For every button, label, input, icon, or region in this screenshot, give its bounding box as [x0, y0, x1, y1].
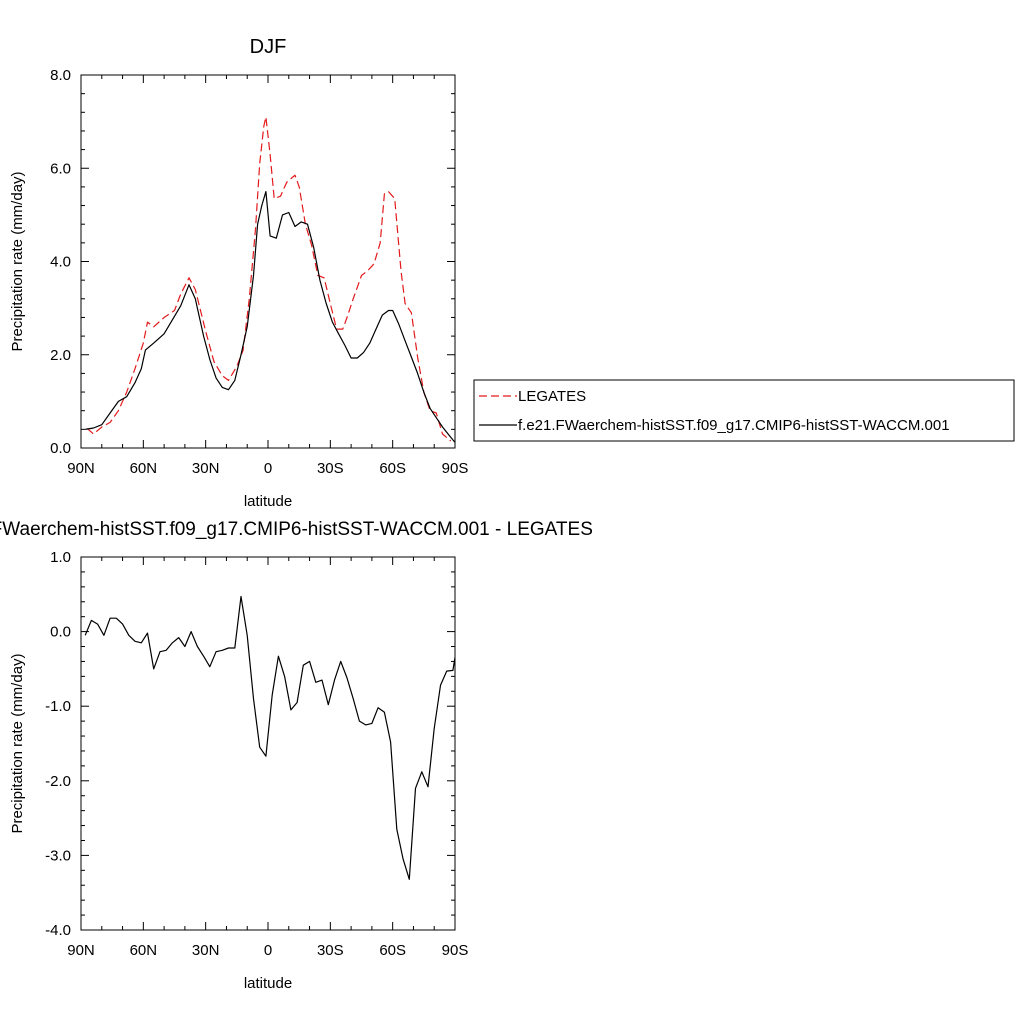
legend-box	[473, 379, 1015, 442]
y-axis-label: Precipitation rate (mm/day)	[9, 653, 26, 833]
y-tick-label: -2.0	[45, 773, 71, 790]
y-tick-label: 0.0	[50, 624, 71, 641]
x-tick-label: 90S	[442, 460, 469, 477]
y-tick-label: 0.0	[50, 440, 71, 457]
x-tick-label: 60N	[130, 460, 158, 477]
series-line-difference	[84, 595, 455, 880]
x-tick-label: 30S	[317, 942, 344, 959]
x-tick-label: 60N	[130, 942, 158, 959]
y-tick-label: -1.0	[45, 698, 71, 715]
y-tick-label: 6.0	[50, 160, 71, 177]
y-tick-label: 4.0	[50, 254, 71, 271]
y-axis-label: Precipitation rate (mm/day)	[9, 171, 26, 351]
difference-panel: f.e21.FWaerchem-histSST.f09_g17.CMIP6-hi…	[0, 519, 593, 992]
series-line-f-e21-fwaerchem-histsst-f09-g17-cmip6-histsst-waccm-001	[85, 191, 455, 443]
chart-title: DJF	[250, 36, 287, 58]
legend: LEGATES f.e21.FWaerchem-histSST.f09_g17.C…	[473, 379, 1015, 442]
legend-label: f.e21.FWaerchem-histSST.f09_g17.CMIP6-hi…	[518, 417, 950, 434]
x-tick-label: 90S	[442, 942, 469, 959]
x-tick-label: 90N	[67, 460, 95, 477]
y-tick-label: 8.0	[50, 67, 71, 84]
x-axis-label: latitude	[244, 493, 292, 510]
x-axis-label: latitude	[244, 975, 292, 992]
y-tick-label: -4.0	[45, 922, 71, 939]
y-tick-label: -3.0	[45, 847, 71, 864]
x-tick-label: 30N	[192, 460, 220, 477]
legend-label: LEGATES	[518, 388, 586, 405]
x-tick-label: 90N	[67, 942, 95, 959]
x-tick-label: 60S	[379, 942, 406, 959]
x-tick-label: 30N	[192, 942, 220, 959]
x-tick-label: 0	[264, 460, 272, 477]
y-tick-label: 2.0	[50, 347, 71, 364]
chart-title: f.e21.FWaerchem-histSST.f09_g17.CMIP6-hi…	[0, 519, 593, 540]
y-tick-label: 1.0	[50, 549, 71, 566]
series-line-legates	[86, 116, 452, 442]
x-tick-label: 30S	[317, 460, 344, 477]
plot-frame	[80, 556, 456, 931]
djf-panel: DJF 90N 60N 30N 0 30S 60S 90S 0.0 2.0 4.0 6.0 8.0 lat…	[9, 36, 468, 510]
x-tick-label: 60S	[379, 460, 406, 477]
x-tick-label: 0	[264, 942, 272, 959]
